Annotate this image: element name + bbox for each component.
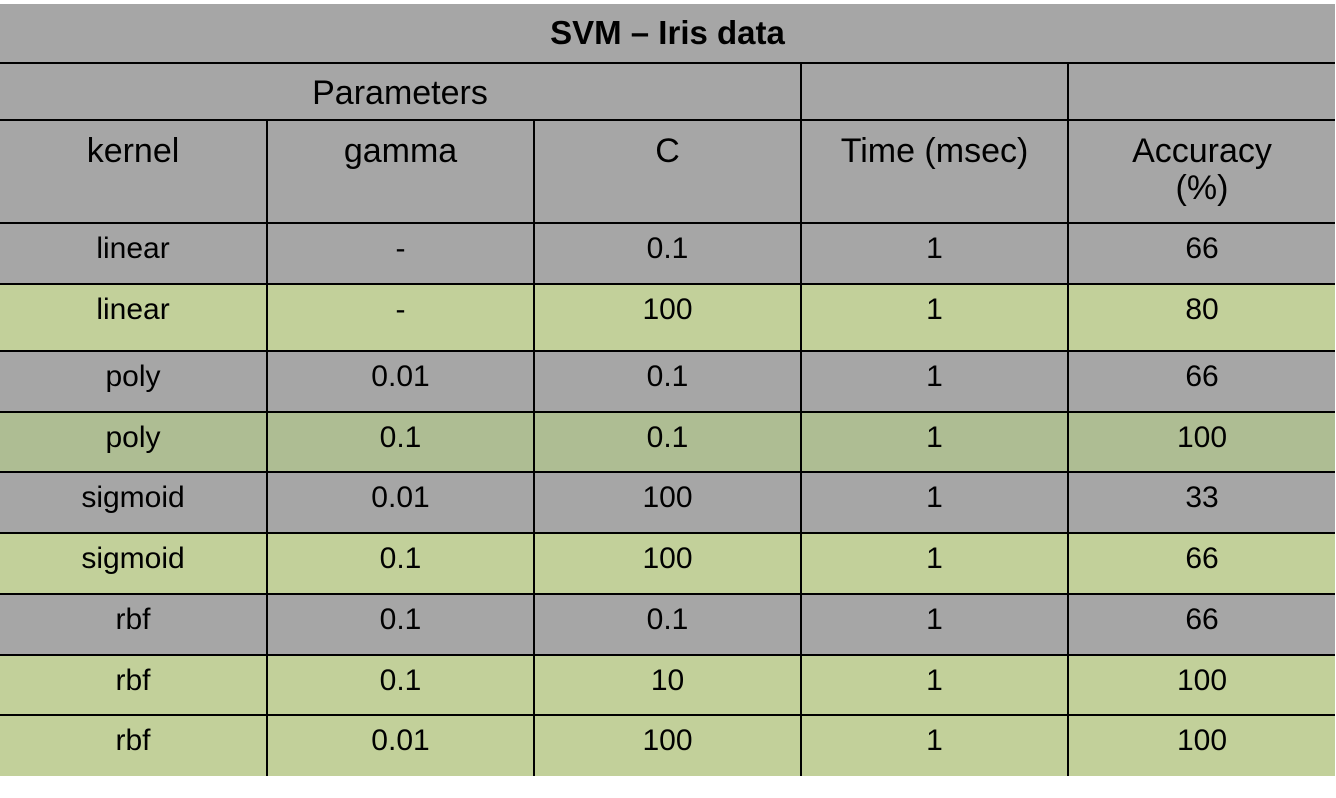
column-header-time: Time (msec) [800,119,1069,224]
cell-gamma: 0.1 [266,593,535,656]
title-row: SVM – Iris data [0,4,1335,64]
cell-time: 1 [800,714,1069,776]
cell-c: 0.1 [533,593,802,656]
cell-accuracy: 80 [1067,283,1335,352]
table-title: SVM – Iris data [0,4,1335,64]
cell-c: 0.1 [533,411,802,473]
cell-time: 1 [800,593,1069,656]
cell-accuracy: 66 [1067,532,1335,595]
table-row: sigmoid 0.01 100 1 33 [0,471,1335,534]
table-row: rbf 0.1 0.1 1 66 [0,593,1335,656]
cell-kernel: rbf [0,714,268,776]
cell-c: 100 [533,283,802,352]
cell-accuracy: 100 [1067,654,1335,716]
svm-results-table-container: SVM – Iris data Parameters kernel gamma … [0,4,1335,776]
table-row: linear -0.1 1 66 [0,222,1335,285]
cell-gamma: - [266,222,535,285]
column-header-c: C [533,119,802,224]
cell-time: 1 [800,411,1069,473]
cell-accuracy: 66 [1067,222,1335,285]
cell-time: 1 [800,350,1069,413]
column-header-kernel: kernel [0,119,268,224]
cell-kernel: sigmoid [0,532,268,595]
cell-kernel: linear [0,222,268,285]
table-row: poly 0.1 0.1 1 100 [0,411,1335,473]
cell-gamma: 0.1 [266,532,535,595]
cell-gamma: 0.1 [266,411,535,473]
cell-kernel: sigmoid [0,471,268,534]
cell-time: 1 [800,222,1069,285]
accuracy-group-header-empty [1067,62,1335,121]
group-header-row: Parameters [0,62,1335,121]
svm-results-table: SVM – Iris data Parameters kernel gamma … [0,4,1335,776]
cell-time: 1 [800,283,1069,352]
parameters-group-header: Parameters [0,62,802,121]
cell-accuracy: 66 [1067,593,1335,656]
cell-time: 1 [800,471,1069,534]
table-row: rbf 0.01 100 1 100 [0,714,1335,776]
cell-kernel: poly [0,411,268,473]
column-header-row: kernel gamma C Time (msec) Accuracy (%) [0,119,1335,224]
column-header-gamma: gamma [266,119,535,224]
cell-time: 1 [800,532,1069,595]
cell-kernel: rbf [0,654,268,716]
cell-gamma: 0.01 [266,714,535,776]
cell-gamma: 0.01 [266,471,535,534]
cell-c: 100 [533,714,802,776]
table-row: linear -100 1 80 [0,283,1335,352]
cell-kernel: linear [0,283,268,352]
cell-time: 1 [800,654,1069,716]
cell-accuracy: 100 [1067,411,1335,473]
time-group-header-empty [800,62,1069,121]
cell-gamma: 0.1 [266,654,535,716]
cell-kernel: rbf [0,593,268,656]
column-header-accuracy: Accuracy (%) [1067,119,1335,224]
column-header-accuracy-text: Accuracy (%) [1132,132,1272,208]
cell-c: 100 [533,471,802,534]
cell-accuracy: 33 [1067,471,1335,534]
table-row: rbf 0.1 10 1 100 [0,654,1335,716]
table-row: sigmoid 0.1 100 1 66 [0,532,1335,595]
table-row: poly 0.01 0.1 1 66 [0,350,1335,413]
cell-c: 0.1 [533,350,802,413]
cell-c: 10 [533,654,802,716]
cell-c: 100 [533,532,802,595]
cell-c: 0.1 [533,222,802,285]
cell-kernel: poly [0,350,268,413]
cell-accuracy: 66 [1067,350,1335,413]
cell-gamma: - [266,283,535,352]
cell-gamma: 0.01 [266,350,535,413]
cell-accuracy: 100 [1067,714,1335,776]
